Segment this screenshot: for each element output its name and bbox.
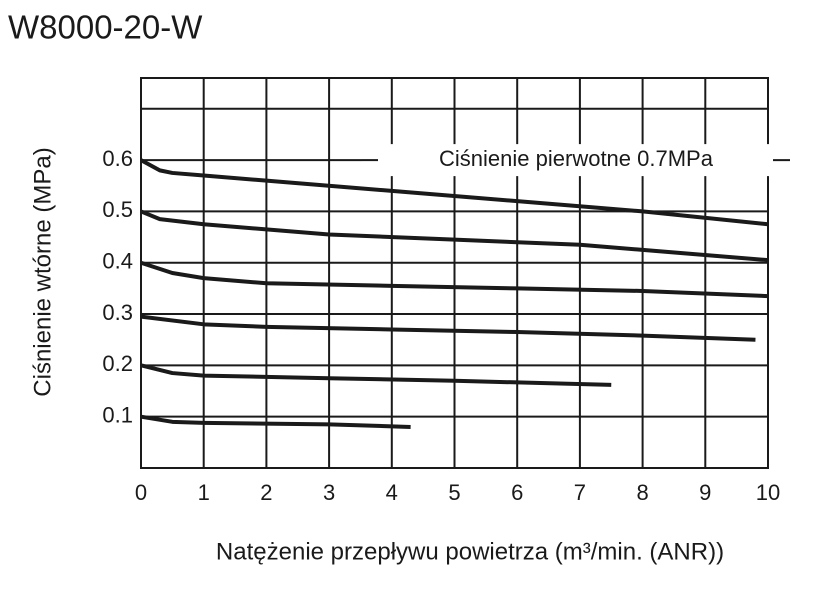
x-tick-label: 5	[448, 480, 460, 505]
curve	[140, 314, 756, 342]
x-tick-label: 8	[636, 480, 648, 505]
x-tick-label: 10	[756, 480, 780, 505]
annotation: Ciśnienie pierwotne 0.7MPa	[439, 146, 714, 171]
x-tick-label: 1	[198, 480, 210, 505]
curve	[140, 414, 411, 429]
chart-title: W8000-20-W	[8, 9, 203, 46]
x-tick-label: 2	[260, 480, 272, 505]
y-tick-label: 0.6	[102, 146, 133, 171]
y-tick-label: 0.4	[102, 249, 133, 274]
x-tick-label: 4	[386, 480, 398, 505]
curve	[140, 363, 612, 387]
y-axis-label: Ciśnienie wtórne (MPa)	[29, 147, 56, 396]
x-axis-label: Natężenie przepływu powietrza (m³/min. (…	[216, 538, 724, 565]
x-tick-label: 9	[699, 480, 711, 505]
x-tick-label: 7	[574, 480, 586, 505]
x-tick-label: 0	[135, 480, 147, 505]
x-tick-label: 3	[323, 480, 335, 505]
curve	[140, 209, 769, 263]
y-tick-label: 0.5	[102, 197, 133, 222]
x-tick-label: 6	[511, 480, 523, 505]
y-tick-label: 0.3	[102, 300, 133, 325]
curve	[140, 158, 769, 227]
annotation-bg	[362, 144, 790, 177]
y-tick-label: 0.2	[102, 351, 133, 376]
y-tick-label: 0.1	[102, 402, 133, 427]
curve	[140, 260, 769, 299]
